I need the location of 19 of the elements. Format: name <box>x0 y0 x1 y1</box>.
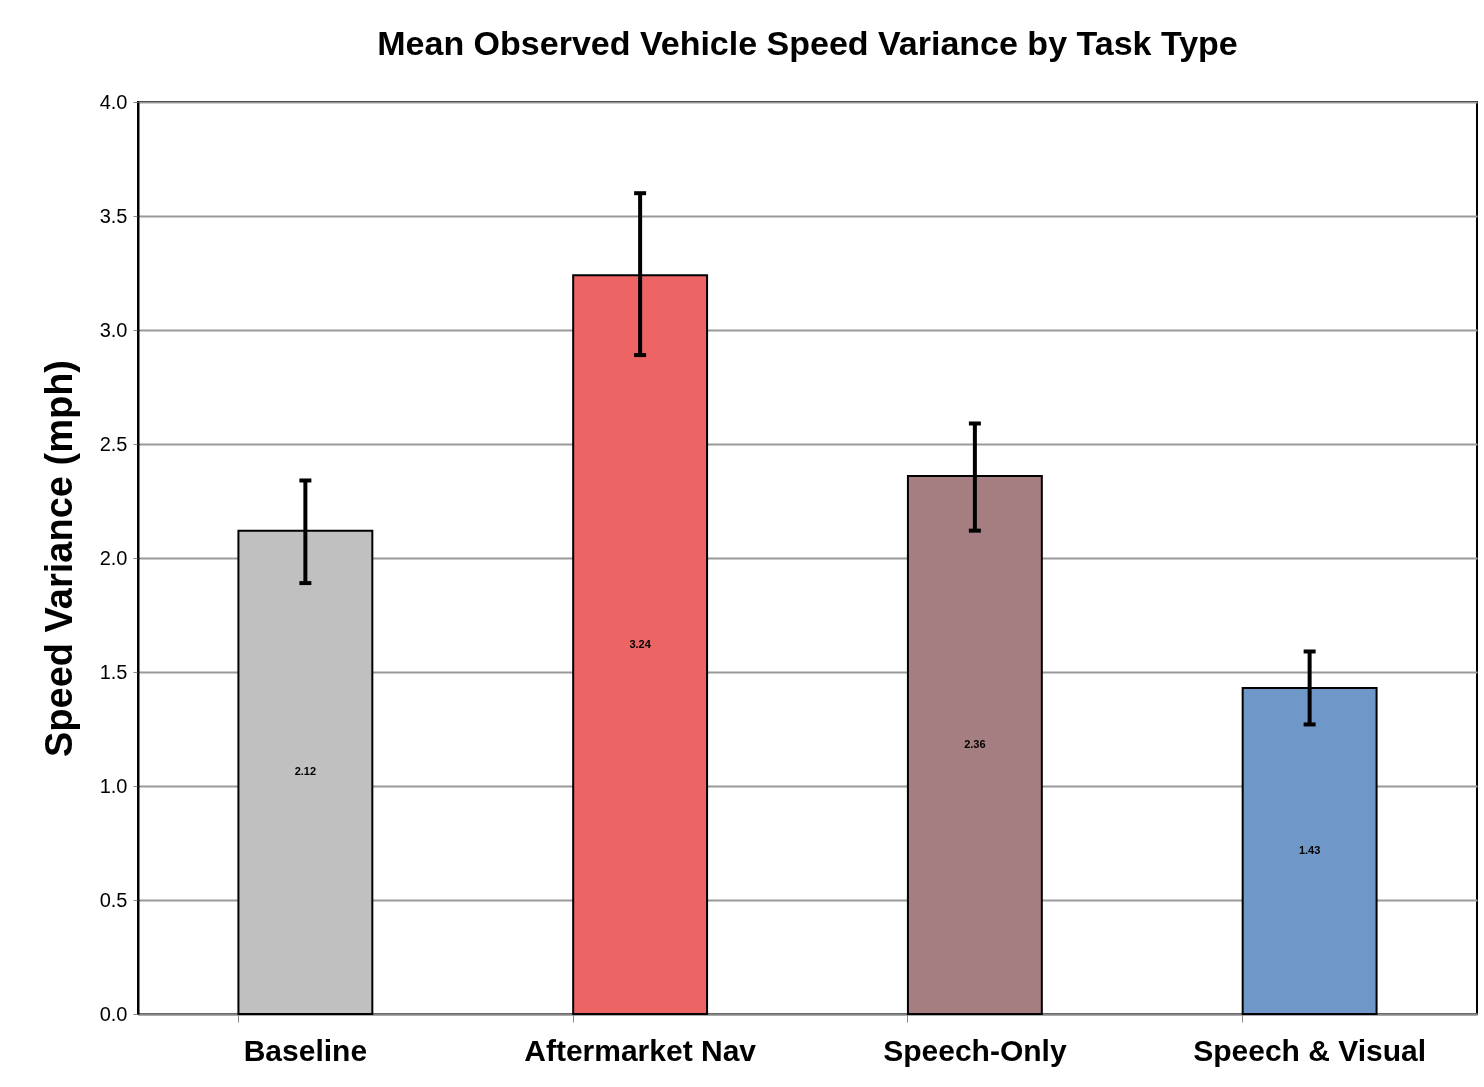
y-tick-label: 0.5 <box>99 888 128 911</box>
x-tick-label: Baseline <box>243 1033 368 1067</box>
y-tick-label: 1.0 <box>99 774 128 797</box>
y-tick-label: 3.5 <box>99 204 128 227</box>
y-tick-label: 1.5 <box>99 660 128 683</box>
x-tick-label: Aftermarket Nav <box>524 1033 757 1067</box>
y-tick-label: 3.0 <box>99 318 128 341</box>
y-tick-label: 2.5 <box>99 432 128 455</box>
x-tick-label: Speech-Only <box>883 1033 1067 1067</box>
data-label: 3.24 <box>629 637 652 650</box>
y-tick-label: 4.0 <box>99 90 128 113</box>
chart-title: Mean Observed Vehicle Speed Variance by Task Type <box>377 24 1238 62</box>
y-tick-label: 0.0 <box>99 1002 128 1025</box>
y-tick-label: 2.0 <box>99 546 128 569</box>
data-label: 1.43 <box>1298 843 1321 856</box>
x-tick-label: Speech & Visual <box>1193 1033 1427 1067</box>
data-label: 2.36 <box>964 737 986 750</box>
data-label: 2.12 <box>294 765 317 778</box>
y-axis-title: Speed Variance (mph) <box>37 359 80 758</box>
